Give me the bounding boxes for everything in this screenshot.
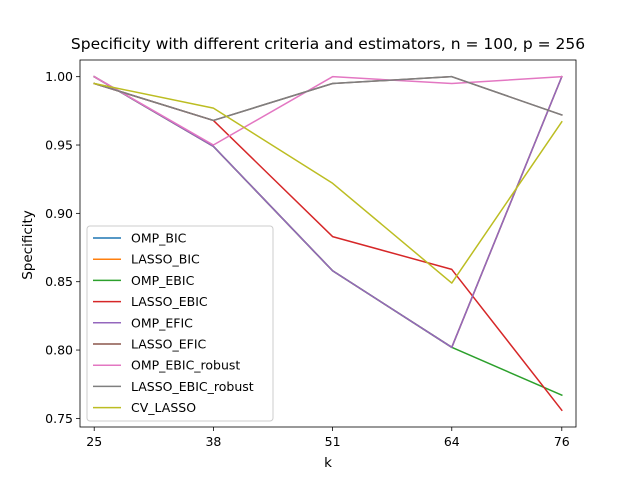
x-tick-label: 51	[325, 434, 341, 449]
y-tick-label: 0.95	[45, 138, 73, 153]
series-line-lasso-ebic-robust	[93, 75, 563, 122]
y-axis: 0.75 0.80 0.85 0.90 0.95 1.00	[45, 69, 80, 426]
x-axis-label: k	[324, 455, 332, 471]
y-tick-label: 0.80	[45, 343, 73, 358]
x-tick-label: 76	[554, 434, 570, 449]
legend-label: LASSO_BIC	[131, 252, 200, 267]
legend-label: OMP_EFIC	[131, 315, 193, 330]
legend-label: OMP_BIC	[131, 231, 187, 246]
series-line-omp-efic	[93, 75, 563, 349]
legend-label: CV_LASSO	[131, 400, 196, 415]
legend-label: LASSO_EBIC_robust	[131, 379, 254, 394]
chart-title: Specificity with different criteria and …	[71, 35, 585, 53]
y-tick-label: 0.75	[45, 411, 73, 426]
y-tick-label: 1.00	[45, 69, 73, 84]
legend-label: LASSO_EBIC	[131, 294, 208, 309]
series-layer	[93, 75, 563, 412]
y-tick-label: 0.90	[45, 206, 73, 221]
legend: OMP_BIC LASSO_BIC OMP_EBIC LASSO_EBIC OMP_EF…	[86, 225, 274, 422]
x-axis: 25 38 51 64 76	[86, 427, 570, 449]
plot-frame	[79, 59, 577, 428]
legend-label: OMP_EBIC_robust	[131, 358, 240, 373]
y-axis-label: Specificity	[20, 210, 36, 280]
x-tick-label: 25	[86, 434, 102, 449]
x-tick-label: 38	[205, 434, 221, 449]
plot-area	[79, 59, 577, 428]
x-tick-label: 64	[444, 434, 460, 449]
series-line-cv-lasso	[93, 82, 563, 284]
legend-box	[86, 225, 274, 422]
series-line-omp-ebic-robust	[93, 75, 563, 146]
y-tick-label: 0.85	[45, 274, 73, 289]
legend-label: OMP_EBIC	[131, 273, 195, 288]
legend-label: LASSO_EFIC	[131, 337, 207, 352]
